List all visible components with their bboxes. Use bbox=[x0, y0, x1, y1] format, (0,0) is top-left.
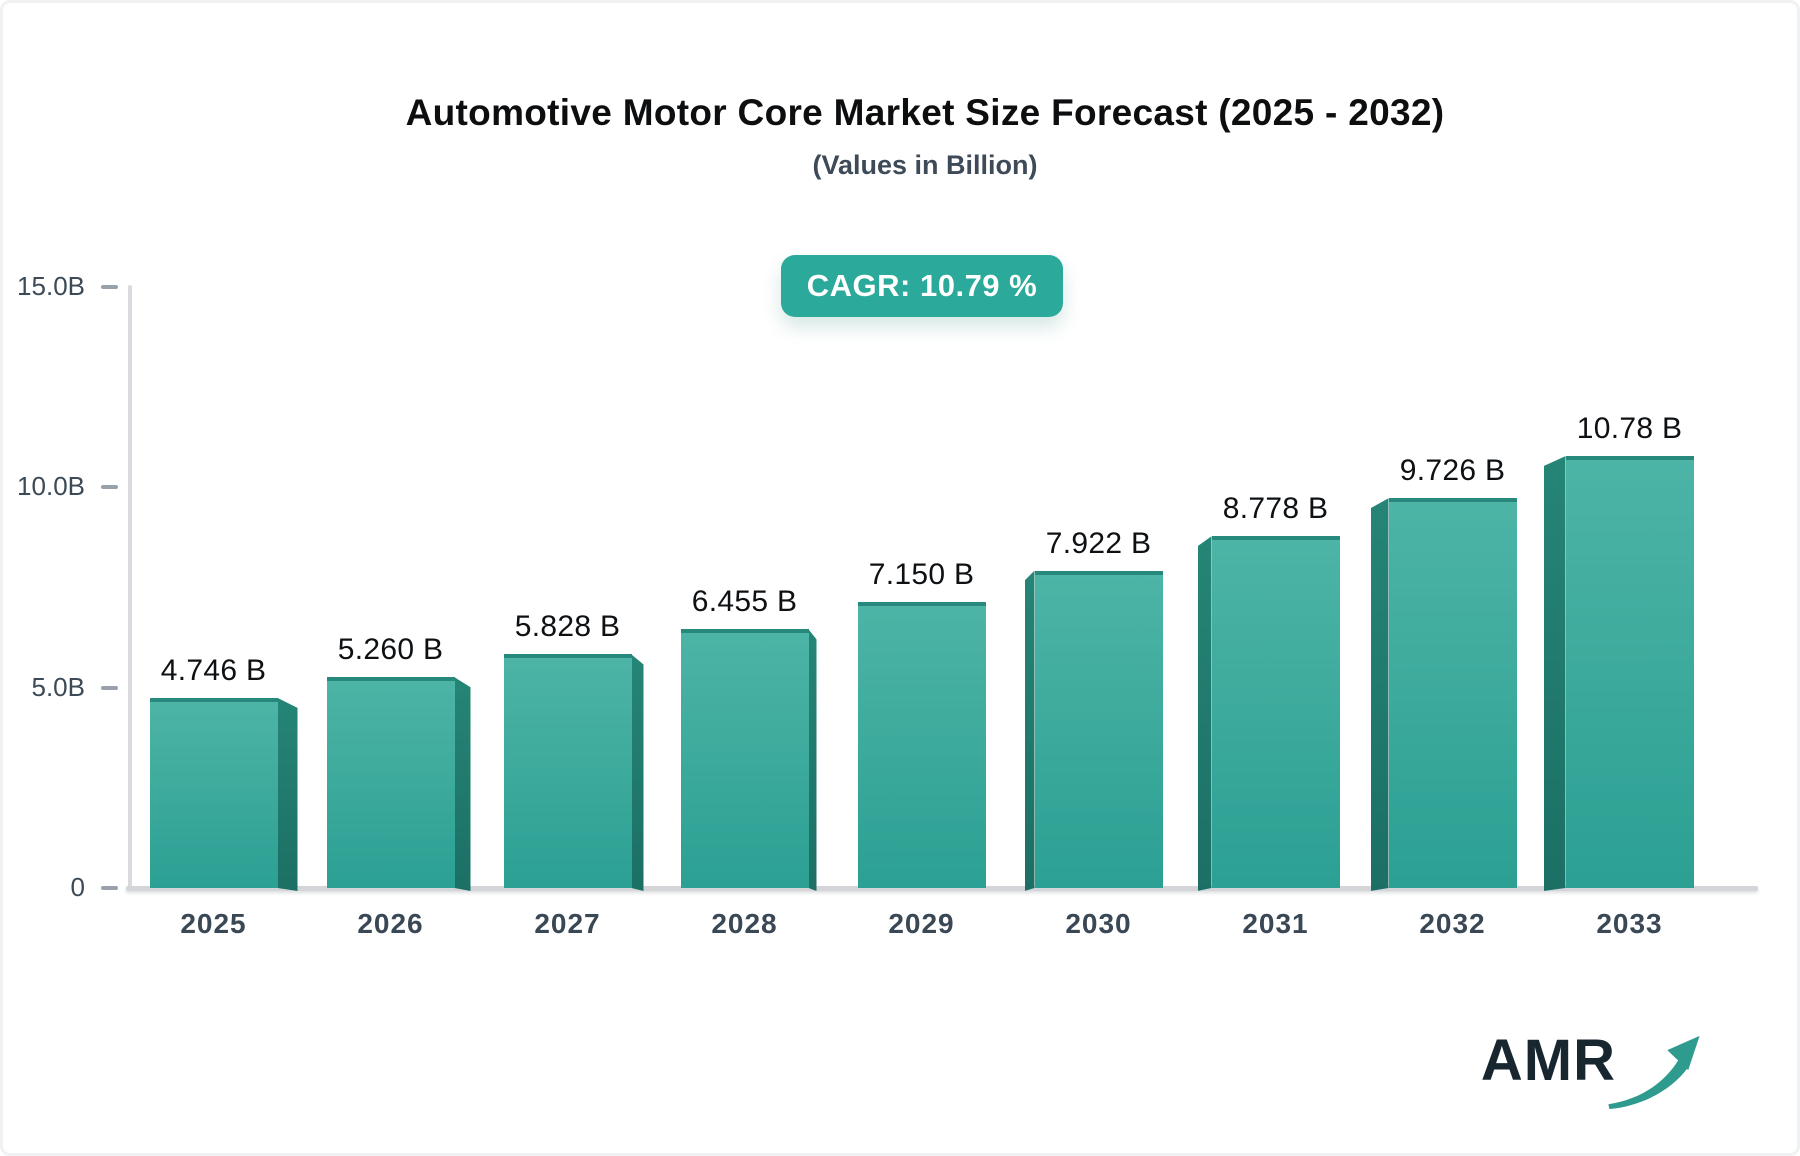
bar-value-label: 10.78 B bbox=[1576, 412, 1683, 446]
x-axis-label-2033: 2033 bbox=[1596, 908, 1663, 939]
chart-subtitle: (Values in Billion) bbox=[812, 150, 1038, 180]
x-axis-label-2032: 2032 bbox=[1419, 908, 1486, 939]
cagr-badge-label: CAGR: 10.79 % bbox=[806, 268, 1038, 303]
bar-3d-side bbox=[1544, 456, 1566, 891]
x-axis-label-2027: 2027 bbox=[534, 908, 601, 939]
bar-2030 bbox=[1034, 570, 1163, 888]
y-tick-dash bbox=[101, 285, 118, 289]
x-axis-label-2028: 2028 bbox=[711, 908, 778, 939]
bar-3d-side bbox=[632, 654, 644, 891]
y-axis-label: 10.0B bbox=[17, 471, 85, 502]
amr-logo: AMR bbox=[1481, 1032, 1702, 1110]
amr-logo-text: AMR bbox=[1480, 1028, 1616, 1093]
bar-2027 bbox=[503, 654, 632, 888]
y-axis-label: 5.0B bbox=[31, 671, 86, 702]
bar-2028 bbox=[680, 629, 809, 888]
y-axis-line bbox=[128, 285, 132, 890]
bar-value-label: 7.922 B bbox=[1045, 526, 1152, 560]
cagr-badge: CAGR: 10.79 % bbox=[781, 255, 1063, 317]
bar-2026 bbox=[326, 677, 455, 888]
y-tick-dash bbox=[101, 886, 118, 890]
bar-3d-side bbox=[1198, 536, 1212, 891]
bar-value-label: 8.778 B bbox=[1222, 492, 1329, 526]
x-axis-label-2031: 2031 bbox=[1242, 908, 1309, 939]
bar-value-label: 4.746 B bbox=[160, 653, 267, 687]
bar-3d-side bbox=[809, 629, 817, 891]
bar-value-label: 5.828 B bbox=[514, 610, 621, 644]
bar-3d-side bbox=[1371, 498, 1389, 891]
bar-2031 bbox=[1211, 536, 1340, 888]
bar-value-label: 5.260 B bbox=[337, 633, 444, 667]
y-tick-dash bbox=[101, 485, 118, 490]
y-axis-label: 15.0B bbox=[17, 271, 85, 301]
y-tick-dash bbox=[101, 685, 118, 690]
x-axis-label-2029: 2029 bbox=[888, 908, 955, 939]
bar-2025 bbox=[149, 697, 278, 888]
growth-arrow-icon bbox=[1608, 1035, 1700, 1110]
y-axis-label: 0 bbox=[70, 872, 85, 902]
chart-header: Automotive Motor Core Market Size Foreca… bbox=[0, 92, 1800, 181]
x-axis-label-2026: 2026 bbox=[357, 908, 424, 939]
chart-title: Automotive Motor Core Market Size Foreca… bbox=[405, 92, 1445, 133]
bar-value-label: 7.150 B bbox=[868, 557, 975, 591]
bar-2032 bbox=[1388, 498, 1517, 888]
bar-value-label: 9.726 B bbox=[1399, 454, 1506, 488]
bar-3d-side bbox=[455, 677, 471, 891]
x-axis-baseline bbox=[126, 886, 1758, 891]
x-axis-label-2025: 2025 bbox=[180, 908, 247, 939]
bar-2033 bbox=[1565, 456, 1694, 888]
bar-value-label: 6.455 B bbox=[691, 585, 798, 619]
bar-2029 bbox=[857, 601, 986, 888]
x-axis-label-2030: 2030 bbox=[1065, 908, 1132, 939]
bar-3d-side bbox=[1025, 571, 1035, 891]
bar-3d-side bbox=[278, 698, 298, 891]
